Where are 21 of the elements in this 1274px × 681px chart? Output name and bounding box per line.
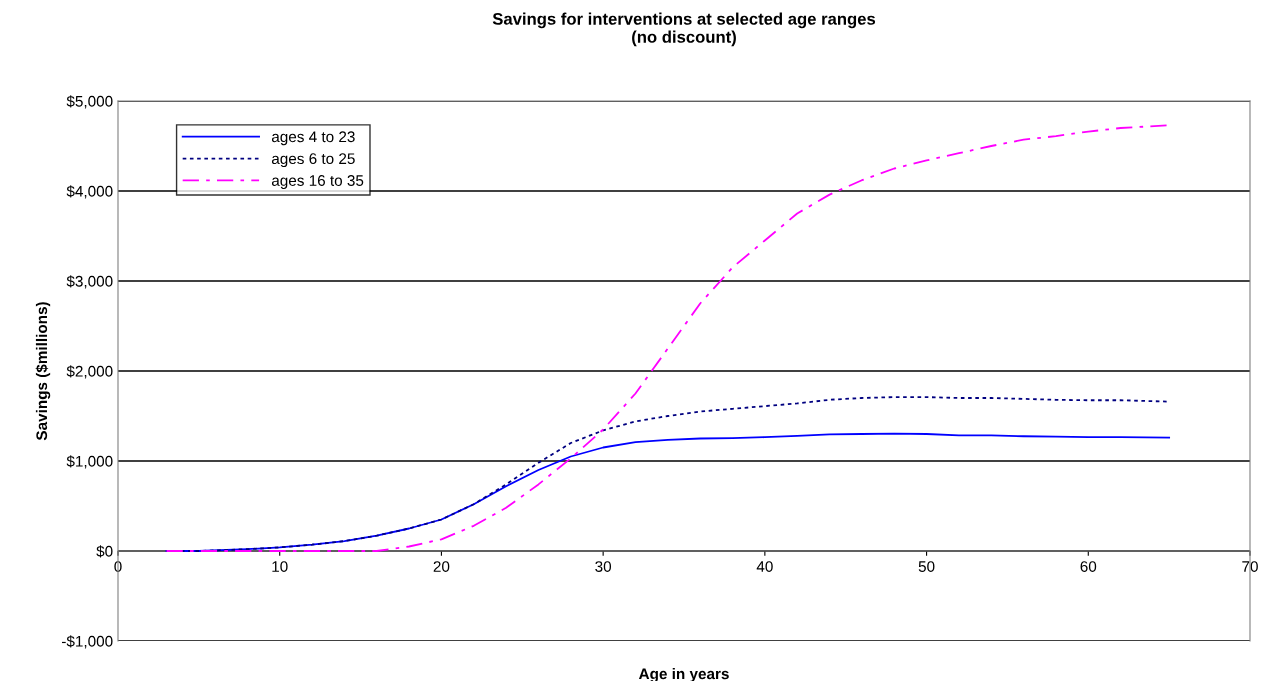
x-tick-label: 20 xyxy=(433,561,450,572)
x-tick-label: 0 xyxy=(114,561,122,572)
y-tick-label: $3,000 xyxy=(66,275,113,289)
x-tick-label: 70 xyxy=(1242,561,1258,572)
x-tick-label: 40 xyxy=(756,561,773,572)
legend-label: ages 4 to 23 xyxy=(271,131,355,146)
x-tick-label: 50 xyxy=(918,561,935,572)
y-tick-label: $2,000 xyxy=(66,365,113,379)
y-axis-title: Savings ($millions) xyxy=(35,302,51,441)
y-tick-label: $1,000 xyxy=(66,455,113,469)
legend-label: ages 16 to 35 xyxy=(271,175,364,189)
y-tick-label: $4,000 xyxy=(66,185,113,199)
line-series xyxy=(165,432,1171,552)
y-tick-label: $5,000 xyxy=(66,95,113,109)
x-tick-label: 10 xyxy=(272,561,288,572)
legend-label: ages 6 to 25 xyxy=(271,153,355,168)
y-tick-label: $0 xyxy=(96,545,113,558)
y-tick-label: -$1,000 xyxy=(62,635,113,649)
x-tick-label: 60 xyxy=(1080,561,1097,572)
x-tick-label: 30 xyxy=(595,561,612,572)
chart-title: Savings for interventions at selected age ranges (no discount) xyxy=(492,12,876,47)
